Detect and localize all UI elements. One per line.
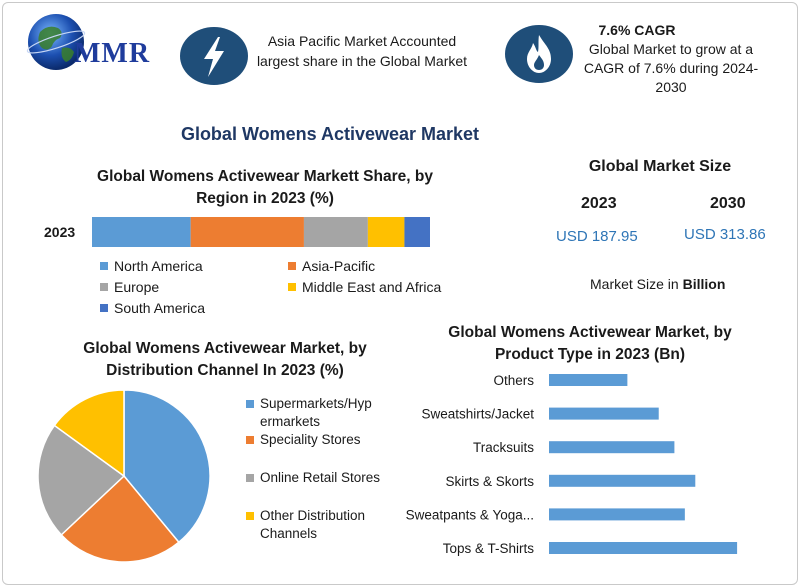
region-bar-segment-north-america xyxy=(92,217,191,247)
fact1-text: Asia Pacific Market Accounted largest sh… xyxy=(256,33,468,69)
market-size-unit-prefix: Market Size in xyxy=(590,276,679,292)
market-size-value-2023: USD 187.95 xyxy=(556,228,638,245)
market-size-title: Global Market Size xyxy=(588,158,732,175)
product-category-label: Sweatshirts/Jacket xyxy=(421,407,534,422)
globe-icon xyxy=(26,14,86,70)
legend-label: Supermarkets/Hyp ermarkets xyxy=(260,396,372,429)
legend-label: Europe xyxy=(114,279,160,295)
pie-slice-supermarkets-hypermarkets xyxy=(123,389,211,544)
legend-swatch xyxy=(100,262,108,270)
product-bar-sweatshirts-jacket xyxy=(549,407,659,420)
region-bar-segment-asia-pacific xyxy=(190,217,304,247)
fact2-icon-circle xyxy=(505,25,573,83)
region-chart-title: Global Womens Activewear Markett Share, … xyxy=(97,168,433,207)
legend-label: Speciality Stores xyxy=(260,432,361,447)
flame-icon xyxy=(527,35,551,73)
fact1-icon-circle xyxy=(180,27,248,85)
legend-swatch xyxy=(246,512,254,520)
legend-label: Middle East and Africa xyxy=(302,279,442,295)
product-category-label: Others xyxy=(493,373,534,388)
pie-slice-other-distribution-channels xyxy=(53,389,125,478)
region-stacked-bar xyxy=(92,217,430,247)
region-bar-segment-middle-east-and-africa xyxy=(367,217,405,247)
distribution-pie-chart xyxy=(37,389,211,563)
pie-legend-item-speciality-stores: Speciality Stores xyxy=(246,431,386,449)
pie-legend-item-other-distribution-channels: Other Distribution Channels xyxy=(246,507,386,543)
market-size-year-2030: 2030 xyxy=(710,195,746,212)
logo: MMR xyxy=(22,10,172,80)
fact2-text: Global Market to grow at a CAGR of 7.6% … xyxy=(583,41,759,95)
region-legend-item-south-america: South America xyxy=(100,300,205,316)
legend-swatch xyxy=(246,474,254,482)
product-bar-skirts-skorts xyxy=(549,474,696,487)
market-size-unit: Billion xyxy=(682,276,726,292)
region-bar-segment-south-america xyxy=(404,217,430,247)
region-chart-category: 2023 xyxy=(44,224,76,240)
product-bar-sweatpants-yoga xyxy=(549,508,685,521)
legend-label: South America xyxy=(114,300,206,316)
product-category-label: Sweatpants & Yoga... xyxy=(406,507,534,522)
market-size-unit-note: Market Size in Billion xyxy=(590,276,725,292)
legend-swatch xyxy=(246,400,254,408)
region-legend-item-asia-pacific: Asia-Pacific xyxy=(288,258,375,274)
legend-label: Asia-Pacific xyxy=(302,258,376,274)
product-category-label: Tops & T-Shirts xyxy=(443,541,535,556)
pie-legend-item-online-retail-stores: Online Retail Stores xyxy=(246,469,386,487)
logo-text: MMR xyxy=(74,38,151,69)
product-bar-chart: Others Sweatshirts/Jacket Tracksuits Skirts… xyxy=(406,373,738,556)
product-bar-others xyxy=(549,374,628,386)
pie-legend-item-supermarkets-hypermarkets: Supermarkets/Hyp ermarkets xyxy=(246,395,386,431)
legend-swatch xyxy=(100,283,108,291)
pie-slice-speciality-stores xyxy=(60,474,180,563)
lightning-icon xyxy=(204,37,224,77)
product-chart-title: Global Womens Activewear Market, by Prod… xyxy=(448,324,732,363)
legend-swatch xyxy=(246,436,254,444)
fact2-title: 7.6% CAGR xyxy=(598,22,676,38)
main-title: Global Womens Activewear Market xyxy=(180,124,480,144)
distribution-chart-title: Global Womens Activewear Market, by Dist… xyxy=(83,340,367,379)
region-legend-item-middle-east-and-africa: Middle East and Africa xyxy=(288,279,441,295)
product-bar-tracksuits xyxy=(549,441,675,454)
region-legend-item-north-america: North America xyxy=(100,258,203,274)
region-legend: North America Asia-Pacific Europe Middle Ea… xyxy=(100,258,480,320)
region-bar-segment-europe xyxy=(303,217,368,247)
legend-swatch xyxy=(100,304,108,312)
region-legend-item-europe: Europe xyxy=(100,279,159,295)
legend-label: Online Retail Stores xyxy=(260,470,381,485)
market-size-value-2030: USD 313.86 xyxy=(684,226,766,243)
product-category-label: Tracksuits xyxy=(473,440,534,455)
pie-slice-online-retail-stores xyxy=(37,424,126,536)
legend-swatch xyxy=(288,262,296,270)
market-size-year-2023: 2023 xyxy=(581,195,617,212)
legend-label: Other Distribution Channels xyxy=(260,508,366,541)
legend-label: North America xyxy=(114,258,203,274)
legend-swatch xyxy=(288,283,296,291)
product-category-label: Skirts & Skorts xyxy=(445,474,534,489)
distribution-legend: Supermarkets/Hyp ermarkets Speciality Sto… xyxy=(246,395,386,555)
product-bar-tops-t-shirts xyxy=(549,542,738,554)
